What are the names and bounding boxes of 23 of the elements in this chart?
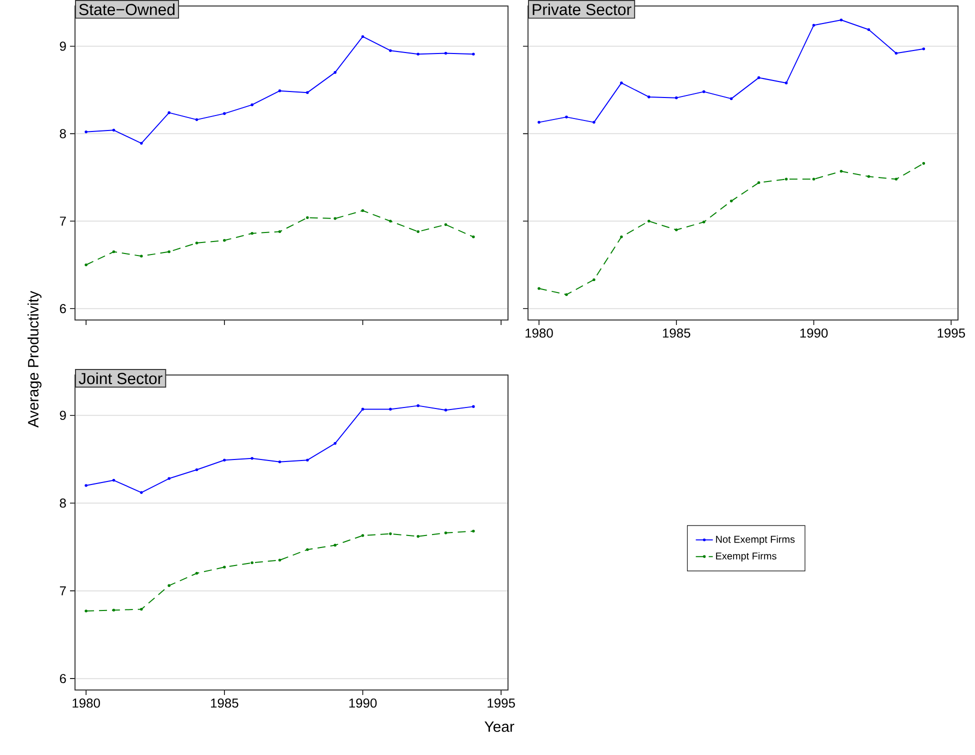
- legend-label: Exempt Firms: [716, 552, 776, 562]
- y-tick-label: 6: [60, 304, 66, 314]
- x-tick-label: 1985: [662, 328, 690, 338]
- x-tick-label: 1980: [72, 698, 100, 708]
- chart-title: Private Sector: [532, 3, 632, 16]
- y-axis-title: Average Productivity: [28, 290, 42, 428]
- y-tick-label: 9: [60, 410, 66, 420]
- x-tick-label: 1980: [526, 328, 553, 338]
- chart-title: Joint Sector: [78, 372, 162, 384]
- x-tick-label: 1995: [488, 698, 515, 708]
- x-tick-label: 1995: [938, 328, 965, 338]
- y-tick-label: 7: [60, 586, 66, 596]
- x-tick-label: 1985: [210, 698, 238, 708]
- y-tick-label: 6: [60, 674, 66, 684]
- y-tick-label: 9: [60, 42, 66, 51]
- x-tick-label: 1990: [800, 328, 828, 338]
- legend-label: Not Exempt Firms: [716, 536, 795, 545]
- y-tick-label: 7: [60, 216, 66, 226]
- y-tick-label: 8: [60, 498, 66, 508]
- y-tick-label: 8: [60, 129, 66, 138]
- chart-title: State−Owned: [79, 3, 175, 16]
- x-tick-label: 1990: [349, 698, 377, 708]
- x-axis-title: Year: [484, 722, 514, 732]
